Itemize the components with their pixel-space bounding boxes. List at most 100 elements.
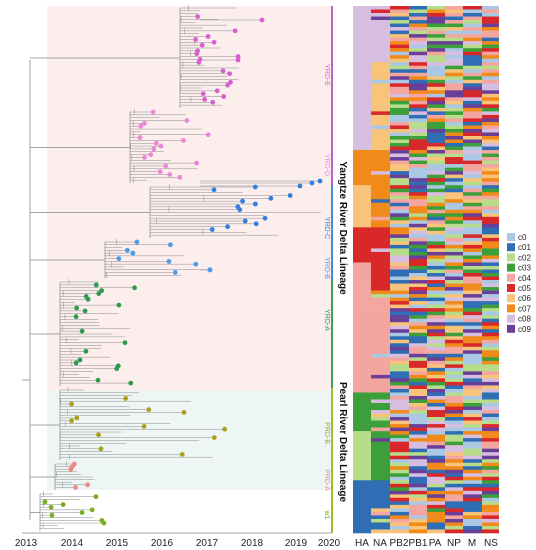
heatmap-cell (353, 157, 371, 161)
heatmap-cell (353, 511, 371, 516)
heatmap-cell (445, 185, 463, 189)
heatmap-cell (353, 508, 371, 513)
heatmap-cell (409, 360, 427, 365)
heatmap-cell (390, 199, 409, 204)
heatmap-cell (463, 114, 482, 119)
heatmap-cell (427, 494, 445, 499)
heatmap-cell (482, 174, 499, 179)
heatmap-cell (482, 501, 499, 506)
heatmap-cell (463, 322, 482, 327)
heatmap-cell (463, 525, 482, 530)
heatmap-cell (482, 343, 499, 348)
heatmap-cell (463, 494, 482, 499)
heatmap-cell (353, 62, 371, 67)
heatmap-cell (353, 459, 371, 464)
heatmap-cell (390, 322, 409, 327)
heatmap-cell (482, 497, 499, 502)
heatmap-cell (445, 339, 463, 344)
heatmap-cell (463, 490, 482, 495)
heatmap-cell (482, 223, 499, 228)
heatmap-cell (482, 522, 499, 527)
heatmap-cell (371, 195, 390, 200)
heatmap-cell (445, 255, 463, 260)
heatmap-cell (371, 23, 390, 28)
heatmap-cell (371, 76, 390, 81)
heatmap-cell (353, 480, 371, 485)
segment-label-ha: HA (355, 538, 369, 549)
heatmap-cell (371, 125, 390, 130)
heatmap-cell (427, 287, 445, 291)
heatmap-cell (390, 244, 409, 249)
heatmap-cell (427, 62, 445, 67)
heatmap-cell (390, 93, 409, 98)
tree-tip (95, 377, 101, 383)
heatmap-cell (371, 30, 390, 35)
tree-tip (148, 152, 154, 158)
heatmap-cell (390, 118, 409, 123)
heatmap-cell (390, 128, 409, 133)
heatmap-cell (353, 100, 371, 105)
heatmap-cell (482, 332, 499, 337)
heatmap-cell (353, 269, 371, 274)
heatmap-cell (427, 427, 445, 432)
heatmap-cell (482, 237, 499, 242)
heatmap-cell (353, 501, 371, 506)
heatmap-cell (427, 487, 445, 492)
heatmap-cell (371, 55, 390, 59)
tree-tip (235, 54, 241, 59)
tree-tip (225, 224, 231, 230)
heatmap-cell (353, 283, 371, 288)
heatmap-cell (463, 290, 482, 295)
heatmap-cell (409, 265, 427, 270)
heatmap-cell (390, 181, 409, 186)
heatmap-cell (463, 364, 482, 369)
heatmap-cell (409, 466, 427, 471)
heatmap-cell (463, 427, 482, 432)
heatmap-cell (371, 490, 390, 495)
heatmap-cell (482, 241, 499, 246)
heatmap-cell (371, 86, 390, 91)
heatmap-cell (445, 325, 463, 330)
heatmap-cell (371, 455, 390, 460)
heatmap-cell (390, 332, 409, 337)
heatmap-cell (482, 353, 499, 358)
heatmap-cell (353, 55, 371, 59)
heatmap-cell (390, 280, 409, 284)
heatmap-cell (390, 65, 409, 70)
heatmap-cell (390, 318, 409, 323)
heatmap-cell (427, 459, 445, 464)
heatmap-cell (409, 371, 427, 376)
heatmap-cell (427, 339, 445, 344)
heatmap-cell (371, 262, 390, 267)
heatmap-cell (463, 329, 482, 334)
heatmap-cell (390, 518, 409, 523)
heatmap-cell (390, 55, 409, 59)
heatmap-cell (409, 508, 427, 513)
heatmap-cell (409, 504, 427, 509)
heatmap-cell (371, 350, 390, 355)
heatmap-cell (463, 508, 482, 513)
heatmap-cell (482, 107, 499, 112)
heatmap-cell (409, 37, 427, 42)
heatmap-cell (371, 525, 390, 530)
heatmap-cell (445, 445, 463, 449)
heatmap-cell (409, 62, 427, 67)
heatmap-cell (463, 143, 482, 147)
heatmap-cell (371, 220, 390, 225)
heatmap-cell (445, 223, 463, 228)
heatmap-cell (409, 20, 427, 24)
heatmap-cell (445, 41, 463, 45)
heatmap-cell (409, 114, 427, 119)
heatmap-cell (409, 150, 427, 154)
heatmap-cell (390, 139, 409, 144)
heatmap-cell (353, 65, 371, 70)
heatmap-cell (427, 100, 445, 105)
heatmap-cell (427, 20, 445, 24)
heatmap-cell (463, 434, 482, 439)
heatmap-cell (427, 336, 445, 341)
heatmap-cell (427, 30, 445, 35)
heatmap-cell (482, 504, 499, 509)
heatmap-cell (482, 139, 499, 144)
heatmap-cell (445, 385, 463, 390)
heatmap-cell (463, 403, 482, 407)
